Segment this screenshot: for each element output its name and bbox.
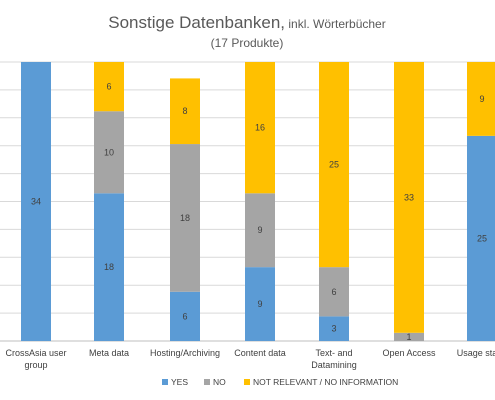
legend: YES NO NOT RELEVANT / NO INFORMATION xyxy=(162,377,398,387)
data-label: 25 xyxy=(477,233,487,243)
bar-segment-yes xyxy=(21,62,51,341)
legend-swatch xyxy=(244,379,250,385)
data-label: 18 xyxy=(104,262,114,272)
bar-segment-not-relevant-no-information xyxy=(94,62,124,112)
data-label: 3 xyxy=(331,324,336,334)
category-label: Text- and xyxy=(315,348,352,358)
category-label: Usage stat... xyxy=(457,348,495,358)
data-label: 9 xyxy=(257,225,262,235)
category-labels: CrossAsia user group Meta data Hosting/Arch… xyxy=(5,348,495,370)
chart-subtitle: (17 Produkte) xyxy=(211,36,284,50)
data-label: 16 xyxy=(255,123,265,133)
data-label: 33 xyxy=(404,192,414,202)
data-label: 25 xyxy=(329,160,339,170)
data-label: 9 xyxy=(479,94,484,104)
category-label: Hosting/Archiving xyxy=(150,348,220,358)
category-label: Content data xyxy=(234,348,286,358)
category-label: Open Access xyxy=(382,348,436,358)
bar-segment-no xyxy=(170,144,200,292)
data-label: 8 xyxy=(182,106,187,116)
legend-label: YES xyxy=(171,377,188,387)
bar-segment-yes xyxy=(467,135,495,341)
data-label: 6 xyxy=(106,82,111,92)
bar-segment-not-relevant-no-information xyxy=(467,62,495,136)
bars: 34 18 10 6 6 18 8 9 9 16 3 6 25 1 33 25 9 xyxy=(21,62,495,342)
category-label: Datamining xyxy=(311,360,357,370)
data-label: 9 xyxy=(257,299,262,309)
bar-segment-no xyxy=(319,267,349,317)
category-label: CrossAsia user xyxy=(5,348,66,358)
legend-swatch xyxy=(162,379,168,385)
bar-segment-not-relevant-no-information xyxy=(319,62,349,268)
data-label: 10 xyxy=(104,147,114,157)
bar-segment-yes xyxy=(170,291,200,341)
category-label: Meta data xyxy=(89,348,129,358)
category-label: group xyxy=(24,360,47,370)
bar-segment-not-relevant-no-information xyxy=(394,62,424,333)
data-label: 6 xyxy=(182,311,187,321)
bar-segment-not-relevant-no-information xyxy=(170,78,200,145)
legend-swatch xyxy=(204,379,210,385)
bar-segment-no xyxy=(245,193,275,268)
data-label: 18 xyxy=(180,213,190,223)
data-label: 34 xyxy=(31,197,41,207)
legend-label: NO xyxy=(213,377,226,387)
bar-segment-not-relevant-no-information xyxy=(245,62,275,194)
data-label: 1 xyxy=(406,332,411,342)
data-label: 6 xyxy=(331,287,336,297)
bar-segment-yes xyxy=(94,193,124,341)
legend-label: NOT RELEVANT / NO INFORMATION xyxy=(253,377,398,387)
bar-segment-no xyxy=(94,111,124,194)
bar-segment-no xyxy=(394,332,424,341)
chart-title: Sonstige Datenbanken, inkl. Wörterbücher xyxy=(108,13,385,32)
bar-segment-yes xyxy=(245,267,275,341)
bar-segment-yes xyxy=(319,316,349,341)
